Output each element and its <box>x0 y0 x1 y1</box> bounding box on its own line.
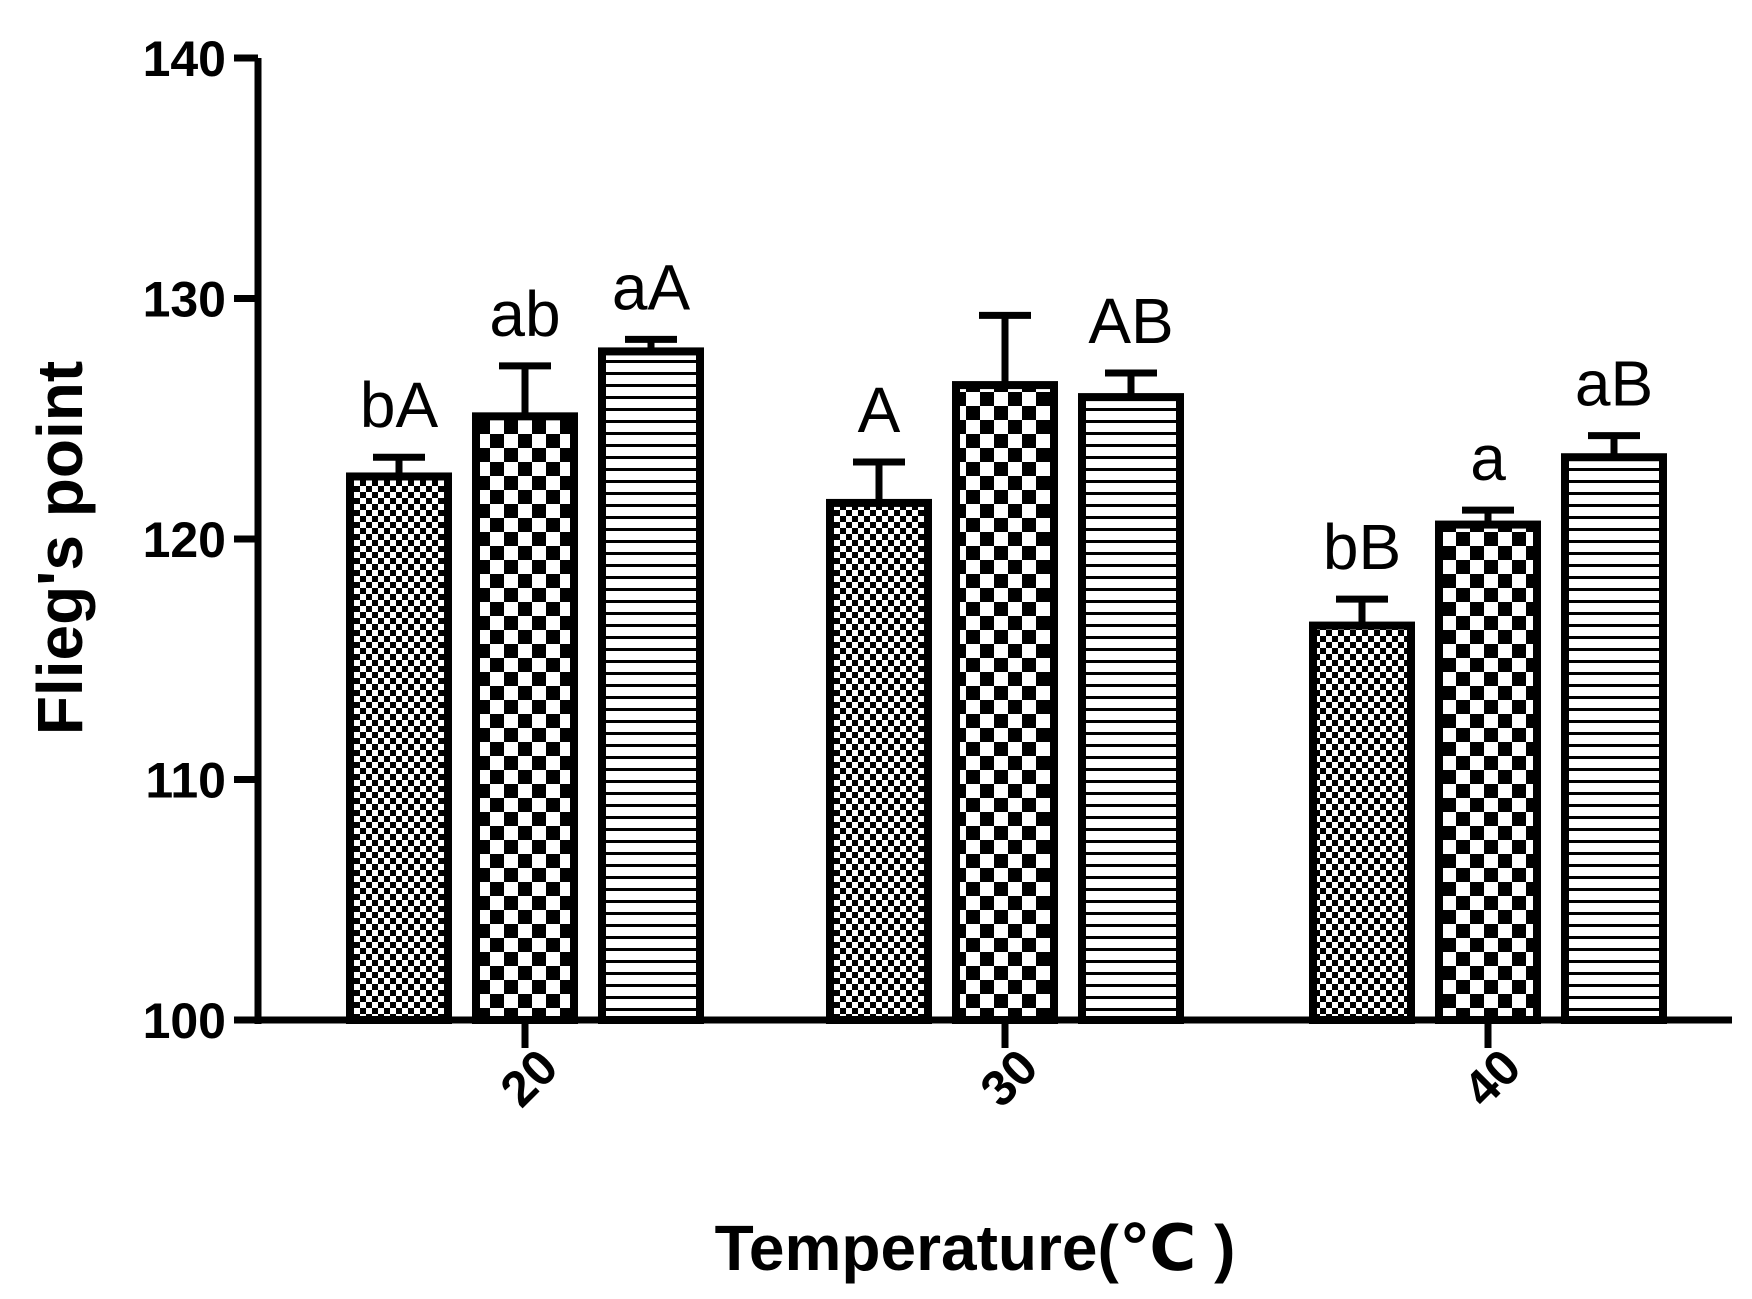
y-tick-label: 130 <box>143 272 226 328</box>
bar <box>826 498 932 1024</box>
y-tick-label: 110 <box>145 753 226 809</box>
bar <box>346 472 452 1025</box>
x-tick-label: 20 <box>490 1039 569 1118</box>
significance-label: bA <box>360 369 439 441</box>
significance-label: AB <box>1088 285 1173 357</box>
x-tick-label: 30 <box>970 1039 1049 1118</box>
bar <box>1435 520 1541 1024</box>
bar <box>952 381 1058 1024</box>
significance-label: a <box>1470 422 1506 494</box>
y-tick-label: 120 <box>143 512 226 568</box>
bar <box>472 412 578 1025</box>
significance-label: ab <box>489 278 560 350</box>
significance-label: bB <box>1323 511 1401 583</box>
x-tick-label: 40 <box>1453 1039 1532 1118</box>
significance-label: aB <box>1575 348 1653 420</box>
y-tick-label: 140 <box>143 31 226 87</box>
significance-label: aA <box>612 251 691 323</box>
y-tick-label: 100 <box>143 993 226 1049</box>
bar <box>598 347 704 1025</box>
bar <box>1078 393 1184 1025</box>
x-axis-title: Temperature(℃ ) <box>715 1212 1236 1284</box>
y-axis-title: Flieg's point <box>24 361 96 735</box>
bar <box>1309 621 1415 1025</box>
significance-label: A <box>858 374 901 446</box>
bar <box>1561 453 1667 1025</box>
